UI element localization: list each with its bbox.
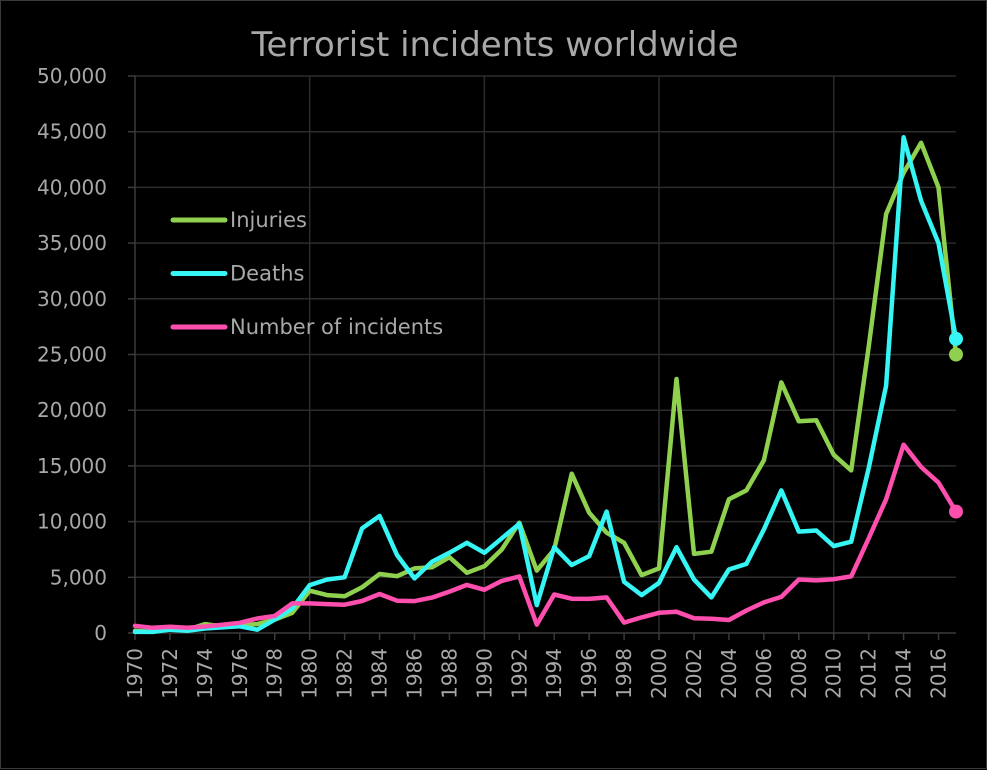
x-tick-label: 2016 xyxy=(927,648,951,699)
x-tick-label: 2006 xyxy=(752,648,776,699)
y-tick-label: 35,000 xyxy=(37,231,107,255)
legend: Injuries Deaths Number of incidents xyxy=(170,208,443,339)
x-tick-label: 1996 xyxy=(577,648,601,699)
y-tick-label: 0 xyxy=(94,621,107,645)
x-tick-label: 1992 xyxy=(507,648,531,699)
y-tick-label: 10,000 xyxy=(37,510,107,534)
x-tick-label: 2002 xyxy=(682,648,706,699)
x-tick-label: 2012 xyxy=(857,648,881,699)
end-marker-number-of-incidents xyxy=(949,504,963,519)
x-tick-label: 1998 xyxy=(612,648,636,699)
y-tick-label: 5,000 xyxy=(50,565,107,589)
y-tick-label: 15,000 xyxy=(37,454,107,478)
y-tick-label: 40,000 xyxy=(37,175,107,199)
x-tick-label: 1994 xyxy=(542,648,566,699)
series-line-number-of-incidents xyxy=(132,442,959,631)
x-tick-label: 1982 xyxy=(333,648,357,699)
x-tick-label: 1976 xyxy=(228,648,252,699)
y-tick-labels: 0 5,000 10,000 15,000 20,000 25,000 30,000 35,0… xyxy=(37,64,107,645)
x-tick-label: 2014 xyxy=(892,648,916,699)
x-tick-label: 1990 xyxy=(472,648,496,699)
y-tick-label: 50,000 xyxy=(37,64,107,88)
y-tick-label: 20,000 xyxy=(37,398,107,422)
end-marker-injuries xyxy=(949,347,963,362)
y-tick-label: 30,000 xyxy=(37,287,107,311)
series-lines xyxy=(132,135,963,635)
x-tick-label: 1984 xyxy=(368,648,392,699)
x-tick-label: 1988 xyxy=(437,648,461,699)
x-tick-label: 1972 xyxy=(158,648,182,699)
y-tick-label: 25,000 xyxy=(37,343,107,367)
x-tick-labels: 1970 1972 1974 1976 1978 1980 1982 1984 1986 1988… xyxy=(123,648,951,699)
x-tick-label: 2000 xyxy=(647,648,671,699)
grid-lines xyxy=(135,75,956,633)
y-tick-label: 45,000 xyxy=(37,120,107,144)
x-tick-label: 1970 xyxy=(123,648,147,699)
legend-label-injuries: Injuries xyxy=(230,208,307,232)
end-marker-deaths xyxy=(949,331,963,346)
x-tick-label: 2008 xyxy=(787,648,811,699)
x-tick-label: 1978 xyxy=(263,648,287,699)
legend-label-deaths: Deaths xyxy=(230,262,304,286)
x-tick-label: 1980 xyxy=(298,648,322,699)
axes xyxy=(128,75,956,640)
x-tick-label: 1986 xyxy=(402,648,426,699)
legend-label-number-of-incidents: Number of incidents xyxy=(230,315,443,339)
series-line-deaths xyxy=(132,135,959,635)
x-tick-label: 2004 xyxy=(717,648,741,699)
x-tick-label: 1974 xyxy=(193,648,217,699)
x-tick-label: 2010 xyxy=(822,648,846,699)
chart-title: Terrorist incidents worldwide xyxy=(250,25,738,65)
